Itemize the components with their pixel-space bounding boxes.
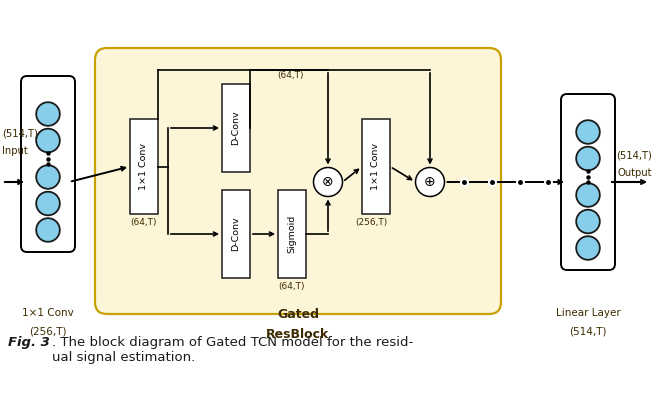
Circle shape (36, 192, 60, 215)
Circle shape (415, 167, 445, 197)
Circle shape (36, 218, 60, 242)
Text: (256,T): (256,T) (29, 326, 67, 336)
Text: Sigmoid: Sigmoid (287, 215, 296, 253)
Text: Input: Input (2, 146, 27, 156)
Text: D-Conv: D-Conv (232, 111, 240, 145)
Text: (64,T): (64,T) (279, 282, 305, 291)
Circle shape (313, 167, 343, 197)
Text: (256,T): (256,T) (355, 218, 387, 227)
Text: D-Conv: D-Conv (232, 217, 240, 251)
Text: (514,T): (514,T) (569, 326, 607, 336)
Text: . The block diagram of Gated TCN model for the resid-
ual signal estimation.: . The block diagram of Gated TCN model f… (52, 336, 413, 364)
Bar (130, 119, 158, 214)
Text: (64,T): (64,T) (278, 71, 304, 80)
Text: ⊗: ⊗ (322, 175, 334, 189)
Text: Gated: Gated (277, 308, 319, 321)
Bar (222, 84, 250, 172)
Text: ⊕: ⊕ (424, 175, 436, 189)
Circle shape (576, 120, 600, 144)
Text: 1×1 Conv: 1×1 Conv (372, 143, 381, 190)
Text: Fig. 3: Fig. 3 (8, 336, 50, 349)
Text: Output: Output (618, 168, 652, 178)
Text: (514,T): (514,T) (616, 150, 652, 160)
Bar (362, 119, 390, 214)
Circle shape (36, 102, 60, 126)
Text: ResBlock: ResBlock (266, 328, 330, 341)
Text: (64,T): (64,T) (131, 218, 157, 227)
Circle shape (576, 147, 600, 170)
Text: 1×1 Conv: 1×1 Conv (140, 143, 148, 190)
Text: 1×1 Conv: 1×1 Conv (22, 308, 74, 318)
Circle shape (576, 183, 600, 207)
FancyBboxPatch shape (95, 48, 501, 314)
Bar (278, 190, 306, 278)
Circle shape (36, 129, 60, 152)
Text: (514,T): (514,T) (2, 129, 38, 139)
Circle shape (576, 210, 600, 233)
Text: Linear Layer: Linear Layer (556, 308, 620, 318)
Circle shape (576, 236, 600, 260)
Circle shape (36, 165, 60, 189)
Bar (222, 190, 250, 278)
